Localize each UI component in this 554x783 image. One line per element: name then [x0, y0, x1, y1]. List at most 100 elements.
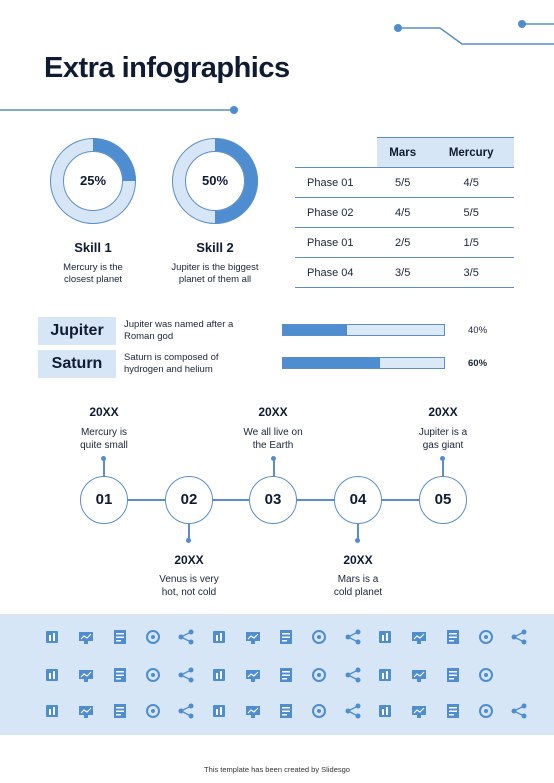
gear-icon — [111, 666, 129, 684]
network-icon — [111, 628, 129, 646]
skill-1-title: Skill 1 — [74, 240, 112, 255]
saturn-progress-fill — [283, 358, 380, 368]
donut-outline — [50, 138, 136, 224]
table-row: Phase 01 5/5 4/5 — [295, 167, 514, 198]
timeline-dot — [355, 538, 360, 543]
timeline-node-05: 05 — [419, 476, 467, 524]
skill-2-desc: Jupiter is the biggest planet of them all — [171, 262, 259, 285]
table-header-blank — [295, 137, 377, 168]
table-cell: 1/5 — [428, 227, 514, 258]
table-cell: 3/5 — [428, 257, 514, 288]
skill-2-percent: 50% — [201, 173, 229, 188]
id-card-icon — [377, 666, 395, 684]
timeline-year-02: 20XX — [174, 553, 204, 567]
table-cell: Phase 01 — [295, 167, 377, 198]
table-cell: 5/5 — [377, 167, 429, 198]
table-header-mars: Mars — [377, 137, 429, 168]
report-icon — [44, 628, 62, 646]
database-icon — [410, 628, 428, 646]
building-chart-icon — [310, 628, 328, 646]
timeline-text-02: Venus is very hot, not cold — [159, 574, 219, 598]
timeline-node-04: 04 — [334, 476, 382, 524]
bar-chart-icon — [77, 628, 95, 646]
candlestick-icon — [377, 702, 395, 720]
list-server-icon — [444, 666, 462, 684]
jupiter-label: Jupiter — [38, 317, 116, 345]
molecule-icon — [510, 702, 528, 720]
donut-outline — [172, 138, 258, 224]
skill-2-donut: 50% — [170, 136, 260, 226]
presenter-icon — [177, 702, 195, 720]
donut-slice — [215, 138, 258, 224]
scatter-chart-icon — [211, 628, 229, 646]
saturn-label: Saturn — [38, 350, 116, 378]
timeline-text-03: We all live on the Earth — [243, 427, 303, 451]
jupiter-desc: Jupiter was named after a Roman god — [124, 319, 234, 342]
skill-1-donut: 25% — [48, 136, 138, 226]
table-cell: 2/5 — [377, 227, 429, 258]
jupiter-progress-fill — [283, 325, 348, 335]
table-cell: 4/5 — [377, 197, 429, 228]
gantt-icon — [410, 702, 428, 720]
grid-icon — [310, 702, 328, 720]
share-icon — [44, 702, 62, 720]
jupiter-percent: 40% — [468, 325, 488, 336]
cart-icon — [277, 666, 295, 684]
table-cell: 4/5 — [428, 167, 514, 198]
skill-1-percent: 25% — [79, 173, 107, 188]
columns-icon — [310, 666, 328, 684]
timeline-year-04: 20XX — [343, 553, 373, 567]
skill-1-desc: Mercury is the closest planet — [63, 262, 123, 285]
snowflake-icon — [111, 702, 129, 720]
timeline-year-05: 20XX — [428, 405, 458, 419]
table-cell: Phase 01 — [295, 227, 377, 258]
magnify-chart-icon — [444, 628, 462, 646]
table-header-row: Mars Mercury — [295, 137, 514, 168]
stairs-chart-icon — [177, 628, 195, 646]
team-icon — [144, 666, 162, 684]
saturn-progress-bar — [282, 357, 445, 369]
delivery-icon — [211, 702, 229, 720]
hub-icon — [344, 628, 362, 646]
table-cell: 3/5 — [377, 257, 429, 288]
phase-table: Mars Mercury Phase 01 5/5 4/5 Phase 02 4… — [295, 137, 514, 288]
page-title: Extra infographics — [44, 52, 290, 84]
timeline-node-02: 02 — [165, 476, 213, 524]
saturn-percent: 60% — [468, 358, 488, 369]
table-row: Phase 02 4/5 5/5 — [295, 197, 514, 228]
flow-icon — [211, 666, 229, 684]
mobile-chart-icon — [144, 628, 162, 646]
timeline-node-01: 01 — [80, 476, 128, 524]
timeline-stem — [103, 458, 105, 476]
timeline-text-04: Mars is a cold planet — [333, 574, 383, 598]
org-icon — [44, 666, 62, 684]
mail-chart-icon — [344, 702, 362, 720]
warning-window-icon — [77, 666, 95, 684]
donut-outline — [63, 151, 123, 211]
timeline-stem — [442, 458, 444, 476]
icon-band — [0, 614, 554, 735]
cloud-icon — [244, 666, 262, 684]
timeline-year-01: 20XX — [89, 405, 119, 419]
hierarchy-icon — [77, 702, 95, 720]
archive-icon — [244, 702, 262, 720]
line-chart-icon — [477, 628, 495, 646]
table-cell: Phase 02 — [295, 197, 377, 228]
jupiter-progress-bar — [282, 324, 445, 336]
globe-icon — [377, 628, 395, 646]
timeline-text-01: Mercury is quite small — [80, 427, 128, 451]
timeline-text-05: Jupiter is a gas giant — [418, 427, 468, 451]
workflow-icon — [410, 666, 428, 684]
timeline-dot — [186, 538, 191, 543]
timeline-year-03: 20XX — [258, 405, 288, 419]
table-cell: Phase 04 — [295, 257, 377, 288]
skill-2-title: Skill 2 — [196, 240, 234, 255]
saturn-desc: Saturn is composed of hydrogen and helium — [124, 352, 219, 375]
people-icon — [244, 628, 262, 646]
donut-outline — [185, 151, 245, 211]
donut-slice — [93, 138, 136, 181]
server-icon — [277, 628, 295, 646]
pyramid-icon — [477, 702, 495, 720]
timeline-stem — [273, 458, 275, 476]
table-row: Phase 01 2/5 1/5 — [295, 227, 514, 258]
